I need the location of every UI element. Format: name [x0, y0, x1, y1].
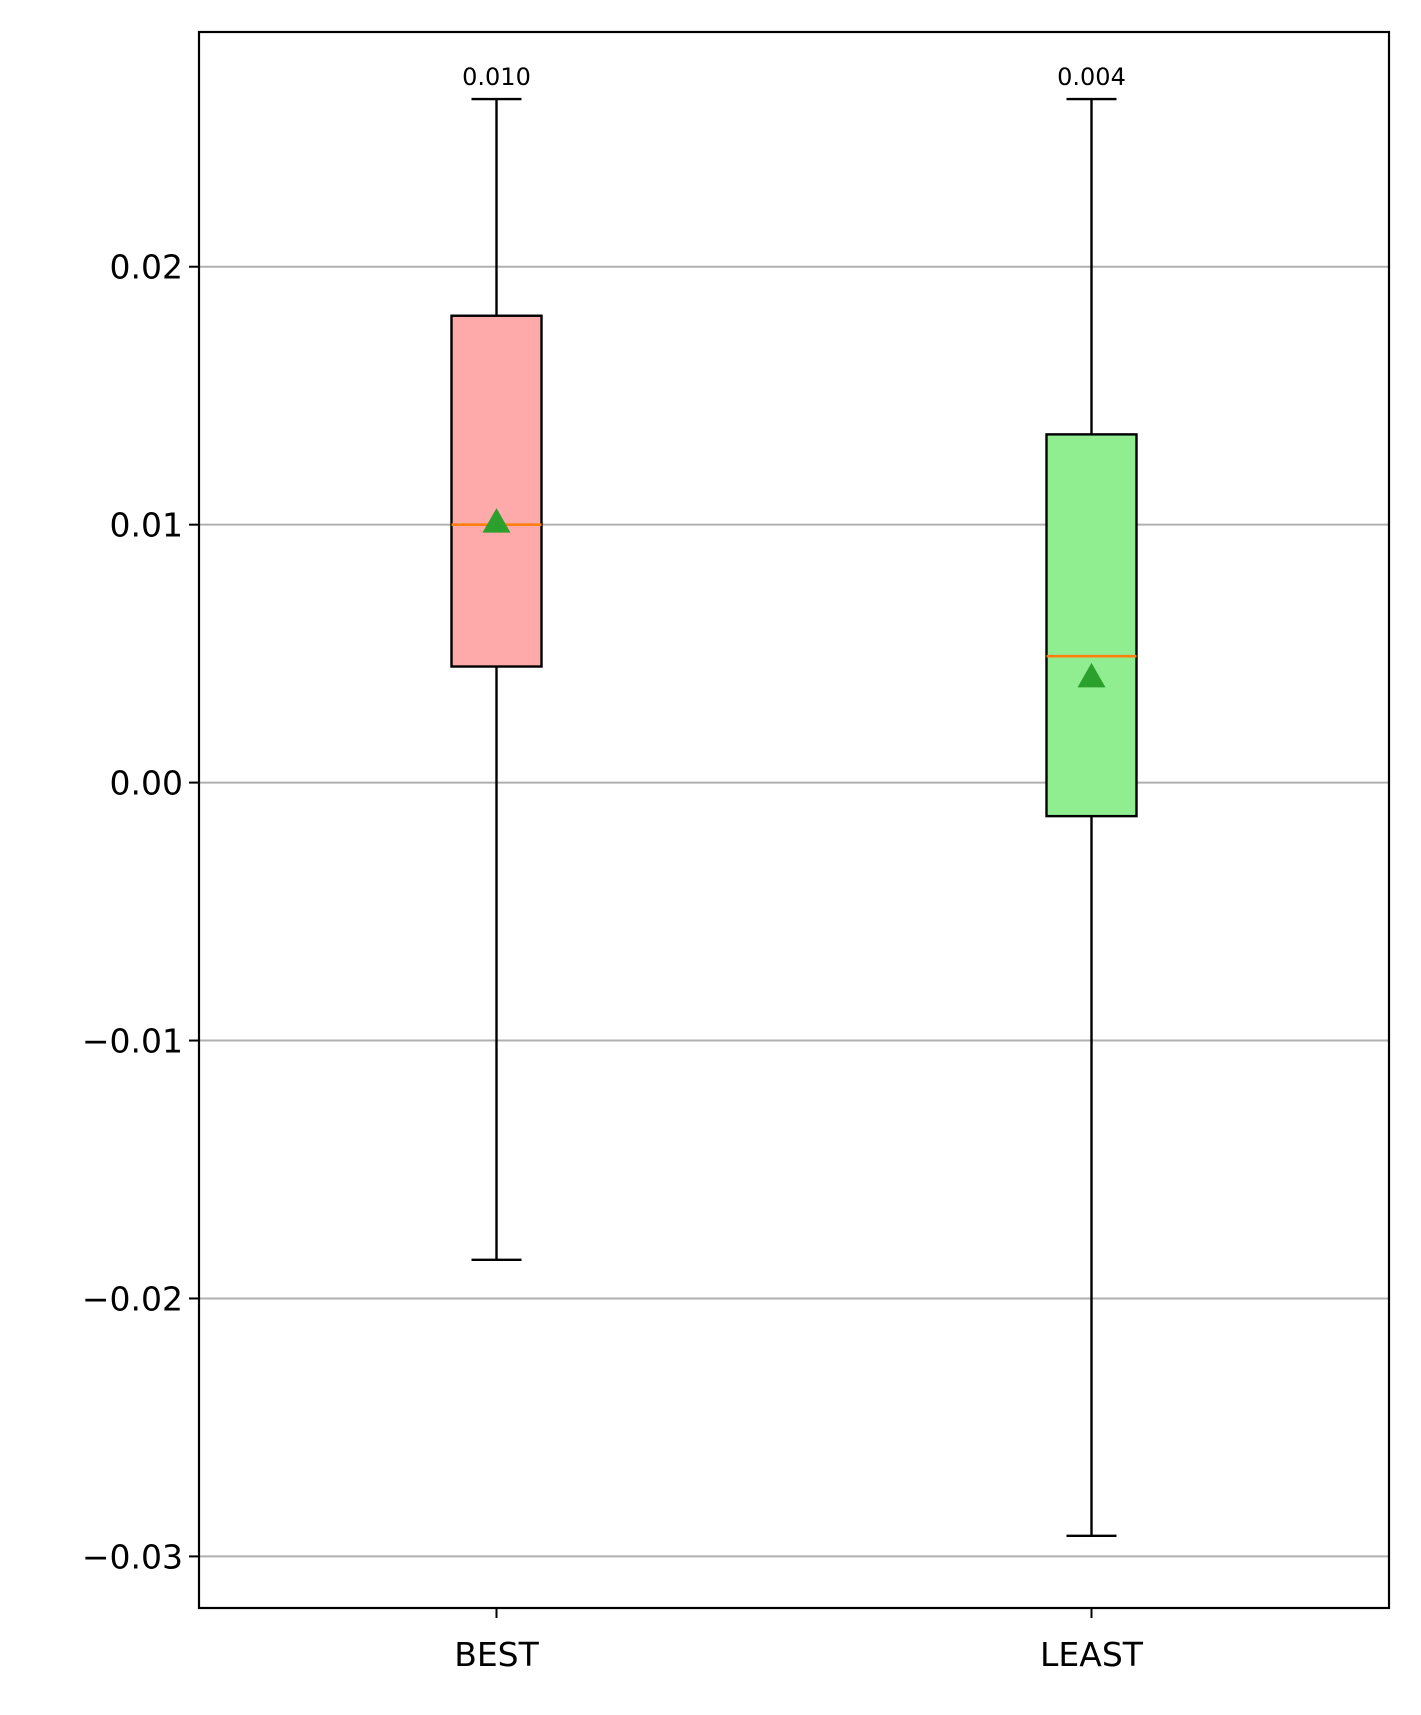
- y-tick-label: −0.03: [82, 1537, 183, 1576]
- mean-label: 0.010: [462, 63, 531, 91]
- box-least: 0.004: [1045, 63, 1138, 1537]
- boxes: 0.010 0.004: [450, 63, 1138, 1537]
- box-best: 0.010: [450, 63, 543, 1261]
- y-tick-label: 0.01: [110, 506, 183, 545]
- iqr-box: [450, 314, 543, 668]
- plot-frame: [197, 30, 1391, 1610]
- y-tick-label: 0.02: [110, 248, 183, 287]
- y-axis: −0.03 −0.02 −0.01 0.00 0.01 0.02: [82, 248, 199, 1576]
- x-axis: BEST LEAST: [454, 1608, 1144, 1674]
- mean-marker: [482, 508, 511, 533]
- y-tick-label: −0.02: [82, 1279, 183, 1318]
- y-tick-label: 0.00: [110, 764, 183, 803]
- y-tick-label: −0.01: [82, 1022, 183, 1061]
- x-tick-label: BEST: [454, 1635, 539, 1674]
- mean-label: 0.004: [1057, 63, 1126, 91]
- iqr-box: [1045, 433, 1138, 818]
- y-gridlines: [199, 265, 1389, 1558]
- mean-marker: [1077, 662, 1106, 688]
- x-tick-label: LEAST: [1040, 1635, 1144, 1674]
